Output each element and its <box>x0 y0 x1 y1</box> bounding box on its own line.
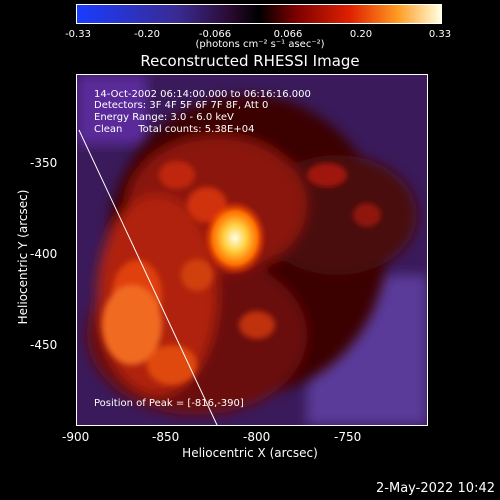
image-title: Reconstructed RHESSI Image <box>140 52 360 70</box>
peak-source <box>203 200 267 276</box>
colorbar-tick: 0.33 <box>428 29 452 40</box>
time-range-label: 14-Oct-2002 06:14:00.000 to 06:16:16.000 <box>94 89 311 100</box>
colorbar-tick: -0.20 <box>134 29 160 40</box>
colorbar <box>76 4 442 24</box>
x-tick-label: -750 <box>334 430 362 444</box>
x-tick-label: -900 <box>62 430 90 444</box>
y-tick-label: -400 <box>30 247 58 261</box>
colorbar-unit-label: (photons cm⁻² s⁻¹ asec⁻²) <box>195 39 325 50</box>
peak-position-label: Position of Peak = [-816,-390] <box>94 398 244 409</box>
colorbar-tick: -0.066 <box>198 29 232 40</box>
x-tick-label: -850 <box>152 430 180 444</box>
render-timestamp: 2-May-2022 10:42 <box>376 481 495 496</box>
detectors-label: Detectors: 3F 4F 5F 6F 7F 8F, Att 0 <box>94 100 269 111</box>
y-tick-label: -450 <box>30 338 58 352</box>
clean-total-counts-label: Clean Total counts: 5.38E+04 <box>94 124 255 135</box>
y-axis-label: Heliocentric Y (arcsec) <box>16 189 30 325</box>
colorbar-tick: 0.20 <box>349 29 373 40</box>
x-tick-label: -800 <box>243 430 271 444</box>
y-tick-label: -350 <box>30 156 58 170</box>
energy-range-label: Energy Range: 3.0 - 6.0 keV <box>94 112 234 123</box>
colorbar-tick: 0.066 <box>273 29 303 40</box>
colorbar-tick: -0.33 <box>65 29 91 40</box>
rhessi-image <box>76 74 428 426</box>
x-axis-label: Heliocentric X (arcsec) <box>182 446 318 460</box>
solar-limb-line <box>78 129 218 425</box>
